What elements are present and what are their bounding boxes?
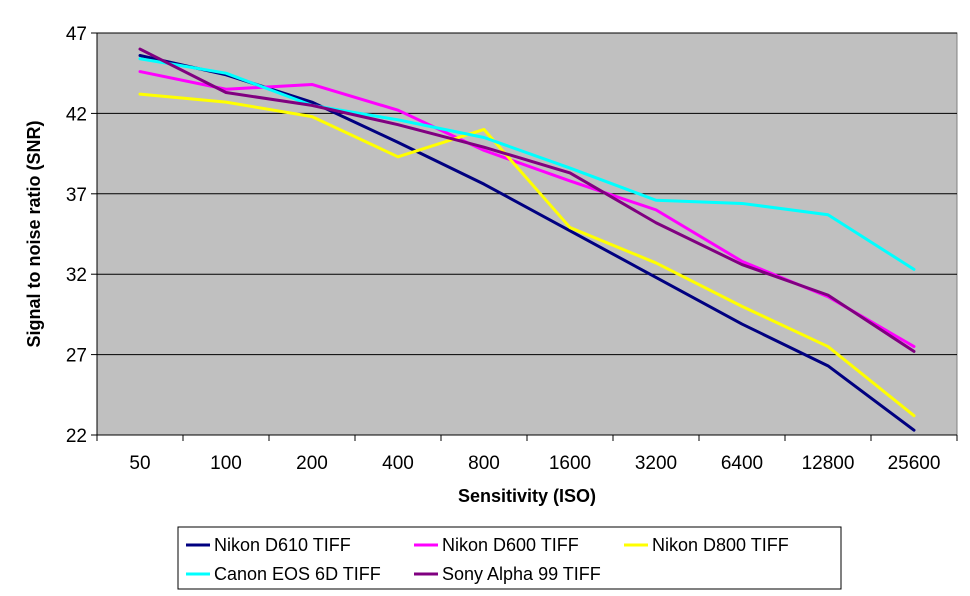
y-tick-label: 22 [66, 426, 87, 447]
legend-box [177, 526, 842, 590]
x-axis-title: Sensitivity (ISO) [458, 486, 596, 506]
legend: Nikon D610 TIFF Nikon D600 TIFF Nikon D800… [177, 526, 842, 590]
y-tick-label: 32 [66, 265, 87, 286]
legend-label: Nikon D800 TIFF [652, 535, 789, 555]
x-tick-label: 800 [468, 453, 500, 474]
legend-label: Nikon D600 TIFF [442, 535, 579, 555]
series-lines [138, 47, 916, 432]
series-line-3 [138, 92, 916, 418]
axes [96, 33, 958, 441]
y-tick-label: 42 [66, 104, 87, 125]
y-tick-label: 37 [66, 185, 87, 206]
series-line-5 [138, 47, 916, 353]
x-tick-label: 400 [382, 453, 414, 474]
y-tick-label: 47 [66, 24, 87, 45]
x-tick-label: 1600 [549, 453, 591, 474]
series-line-4 [138, 57, 916, 271]
legend-label: Sony Alpha 99 TIFF [442, 564, 601, 584]
x-tick-label: 3200 [635, 453, 677, 474]
x-tick-label: 50 [129, 453, 150, 474]
x-tick-label: 100 [210, 453, 242, 474]
legend-label: Nikon D610 TIFF [214, 535, 351, 555]
legend-items: Nikon D610 TIFF Nikon D600 TIFF Nikon D800… [186, 535, 789, 584]
legend-label: Canon EOS 6D TIFF [214, 564, 381, 584]
x-tick-labels: 50 100 200 400 800 1600 3200 6400 12800 25600 [129, 453, 940, 474]
x-tick-label: 6400 [721, 453, 763, 474]
y-tick-label: 27 [66, 346, 87, 367]
x-tick-label: 25600 [888, 453, 941, 474]
x-tick-label: 200 [296, 453, 328, 474]
y-axis-title: Signal to noise ratio (SNR) [24, 120, 44, 347]
y-tick-labels: 22 27 32 37 42 47 [66, 24, 87, 447]
x-tick-label: 12800 [802, 453, 855, 474]
plot-area [96, 32, 958, 436]
